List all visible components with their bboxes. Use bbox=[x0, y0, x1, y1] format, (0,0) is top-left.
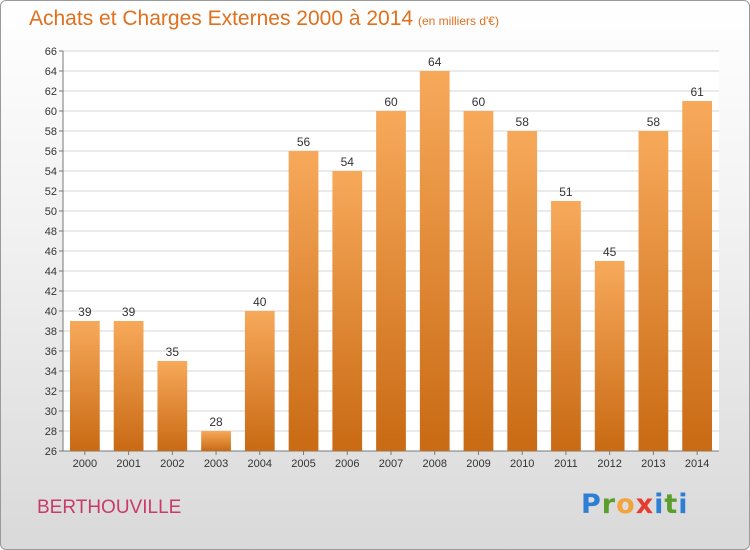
proxiti-logo: Proxiti bbox=[581, 489, 689, 520]
bar-2011 bbox=[551, 201, 581, 451]
x-tick-label: 2013 bbox=[641, 458, 665, 470]
y-tick-label: 48 bbox=[45, 226, 57, 238]
data-label: 28 bbox=[209, 415, 223, 429]
bar-2000 bbox=[69, 321, 100, 451]
bar-2003 bbox=[201, 431, 231, 451]
bar-2014 bbox=[682, 101, 713, 451]
y-tick-label: 60 bbox=[45, 106, 57, 118]
y-tick-label: 54 bbox=[45, 166, 57, 178]
data-label: 51 bbox=[559, 185, 573, 199]
y-tick-label: 64 bbox=[45, 66, 57, 78]
bar-2004 bbox=[244, 311, 275, 451]
bar-2010 bbox=[507, 131, 538, 451]
x-tick-label: 2006 bbox=[335, 458, 359, 470]
bar-2006 bbox=[332, 171, 363, 451]
x-tick-label: 2011 bbox=[554, 458, 578, 470]
y-tick-label: 62 bbox=[45, 86, 57, 98]
y-tick-label: 40 bbox=[45, 306, 57, 318]
data-label: 54 bbox=[341, 155, 355, 169]
data-label: 61 bbox=[690, 85, 704, 99]
x-tick-label: 2012 bbox=[597, 458, 621, 470]
y-tick-label: 66 bbox=[45, 46, 57, 58]
data-label: 60 bbox=[384, 95, 398, 109]
chart-title: Achats et Charges Externes 2000 à 2014 bbox=[29, 7, 414, 30]
y-tick-label: 44 bbox=[45, 266, 57, 278]
x-tick-label: 2014 bbox=[685, 458, 709, 470]
y-tick-label: 50 bbox=[45, 206, 57, 218]
y-tick-label: 58 bbox=[45, 126, 57, 138]
bar-2002 bbox=[157, 361, 188, 451]
y-tick-label: 36 bbox=[45, 346, 57, 358]
x-tick-label: 2007 bbox=[379, 458, 403, 470]
data-label: 39 bbox=[78, 305, 92, 319]
x-tick-label: 2004 bbox=[248, 458, 272, 470]
data-label: 35 bbox=[166, 345, 180, 359]
x-tick-label: 2003 bbox=[204, 458, 228, 470]
y-tick-label: 30 bbox=[45, 406, 57, 418]
bar-2001 bbox=[113, 321, 144, 451]
y-tick-label: 26 bbox=[45, 446, 57, 458]
x-tick-label: 2001 bbox=[116, 458, 140, 470]
x-tick-label: 2005 bbox=[291, 458, 315, 470]
data-label: 64 bbox=[428, 55, 442, 69]
data-label: 58 bbox=[516, 115, 530, 129]
x-tick-label: 2000 bbox=[73, 458, 97, 470]
y-tick-label: 28 bbox=[45, 426, 57, 438]
y-tick-label: 32 bbox=[45, 386, 57, 398]
data-label: 60 bbox=[472, 95, 486, 109]
commune-name: BERTHOUVILLE bbox=[37, 497, 182, 518]
x-tick-label: 2009 bbox=[466, 458, 490, 470]
bar-2005 bbox=[288, 151, 319, 451]
chart-subtitle: (en milliers d'€) bbox=[418, 14, 499, 28]
x-tick-label: 2002 bbox=[160, 458, 184, 470]
y-tick-label: 52 bbox=[45, 186, 57, 198]
y-tick-label: 42 bbox=[45, 286, 57, 298]
y-tick-label: 38 bbox=[45, 326, 57, 338]
y-tick-label: 34 bbox=[45, 366, 57, 378]
data-label: 56 bbox=[297, 135, 311, 149]
bar-2008 bbox=[419, 71, 450, 451]
y-tick-label: 46 bbox=[45, 246, 57, 258]
bar-2013 bbox=[638, 131, 669, 451]
bar-2007 bbox=[376, 111, 406, 451]
data-label: 40 bbox=[253, 295, 267, 309]
y-tick-label: 56 bbox=[45, 146, 57, 158]
bar-2009 bbox=[463, 111, 494, 451]
bar-2012 bbox=[594, 261, 625, 451]
data-label: 39 bbox=[122, 305, 136, 319]
data-label: 45 bbox=[603, 245, 617, 259]
x-tick-label: 2010 bbox=[510, 458, 534, 470]
data-label: 58 bbox=[647, 115, 661, 129]
x-tick-label: 2008 bbox=[422, 458, 446, 470]
